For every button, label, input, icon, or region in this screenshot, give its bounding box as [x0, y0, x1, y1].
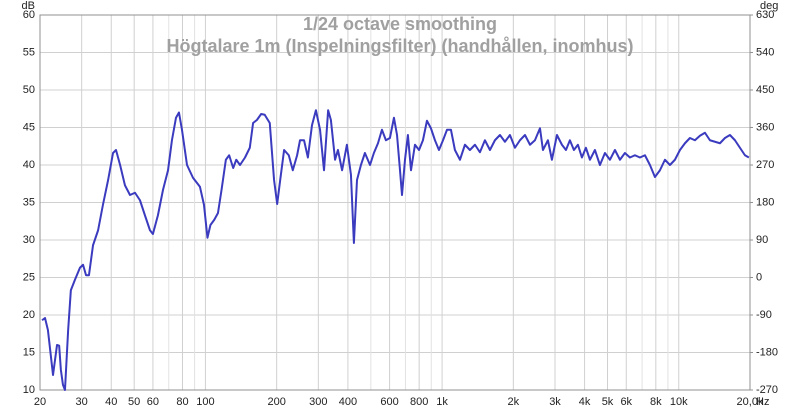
x-tick-label: 100 [196, 396, 214, 408]
x-axis-label: Hz [756, 396, 769, 408]
x-tick-label: 200 [267, 396, 285, 408]
x-tick-label: 400 [339, 396, 357, 408]
y2-tick-label: 180 [756, 196, 774, 208]
x-tick-label: 4k [579, 396, 591, 408]
x-tick-label: 10k [670, 396, 688, 408]
y-tick-label: 60 [23, 9, 35, 21]
y2-tick-label: 270 [756, 159, 774, 171]
x-tick-label: 5k [602, 396, 614, 408]
y2-tick-label: -180 [756, 346, 778, 358]
chart-title: 1/24 octave smoothing [303, 14, 497, 34]
x-tick-label: 80 [176, 396, 188, 408]
x-tick-label: 1k [436, 396, 448, 408]
y2-tick-label: 540 [756, 46, 774, 58]
y2-tick-label: 630 [756, 9, 774, 21]
y-tick-label: 20 [23, 309, 35, 321]
y-tick-label: 40 [23, 159, 35, 171]
y-axis-label: dB [22, 0, 35, 12]
y-tick-label: 30 [23, 234, 35, 246]
y-tick-label: 55 [23, 46, 35, 58]
y2-tick-label: 360 [756, 121, 774, 133]
y2-tick-label: 0 [756, 271, 762, 283]
y2-tick-label: -90 [756, 309, 772, 321]
y-tick-label: 10 [23, 384, 35, 396]
x-tick-label: 8k [650, 396, 662, 408]
x-tick-label: 800 [410, 396, 428, 408]
x-tick-label: 6k [620, 396, 632, 408]
y-tick-label: 45 [23, 121, 35, 133]
chart-subtitle: Högtalare 1m (Inspelningsfilter) (handhå… [166, 36, 633, 56]
x-tick-label: 20,0k [737, 396, 764, 408]
x-tick-label: 50 [128, 396, 140, 408]
y-tick-label: 15 [23, 346, 35, 358]
response-line [41, 109, 750, 391]
y2-tick-label: 450 [756, 84, 774, 96]
x-tick-label: 2k [508, 396, 520, 408]
x-tick-label: 20 [34, 396, 46, 408]
y2-tick-label: -270 [756, 384, 778, 396]
y2-axis-label: deg [760, 0, 778, 12]
x-tick-label: 600 [380, 396, 398, 408]
y2-tick-label: 90 [756, 234, 768, 246]
x-tick-label: 300 [309, 396, 327, 408]
x-tick-label: 60 [147, 396, 159, 408]
x-tick-label: 30 [76, 396, 88, 408]
y-tick-label: 35 [23, 196, 35, 208]
x-tick-label: 3k [549, 396, 561, 408]
y-tick-label: 25 [23, 271, 35, 283]
y-tick-label: 50 [23, 84, 35, 96]
x-tick-label: 40 [105, 396, 117, 408]
